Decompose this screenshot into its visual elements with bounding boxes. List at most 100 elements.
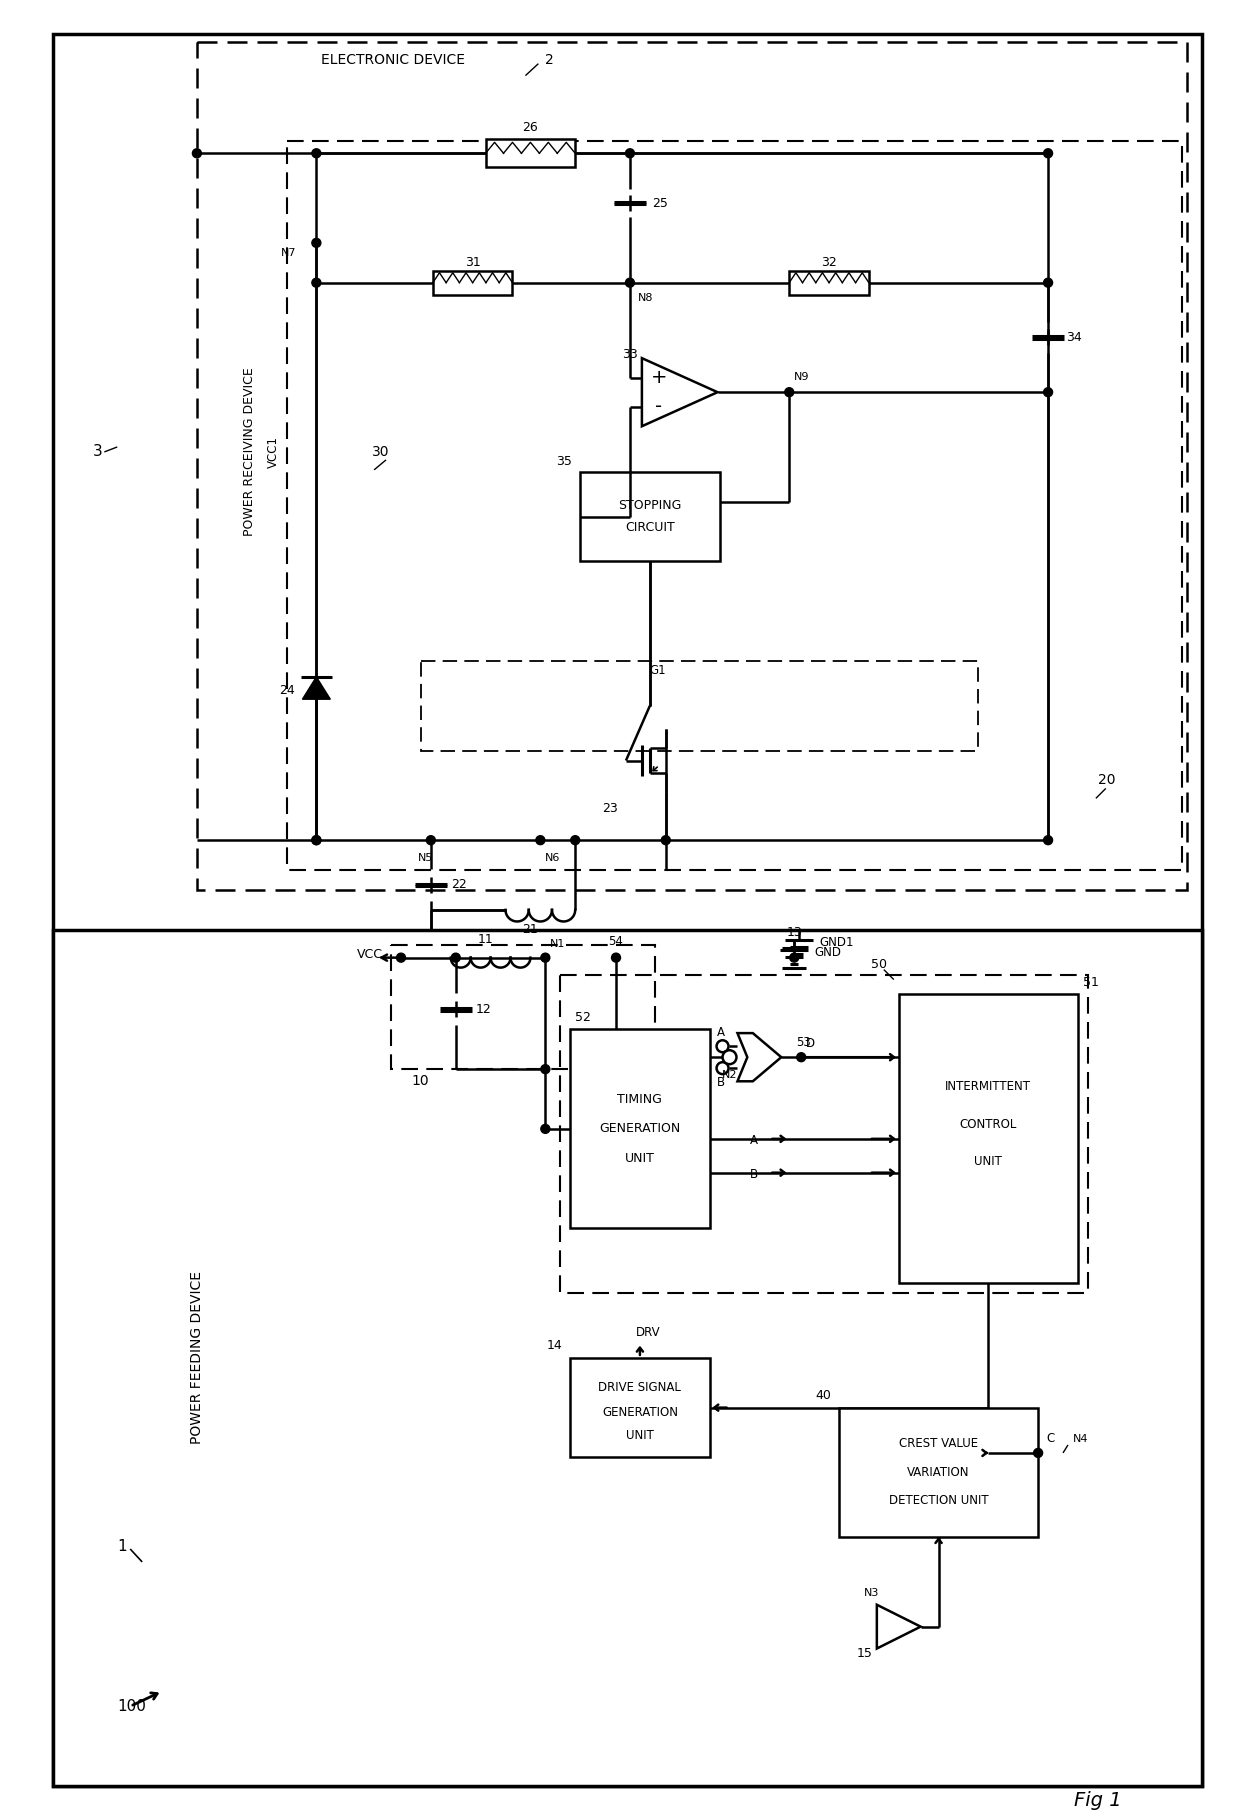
Text: CONTROL: CONTROL: [960, 1117, 1017, 1130]
Text: 52: 52: [575, 1010, 591, 1023]
Circle shape: [312, 238, 321, 247]
Polygon shape: [303, 678, 330, 700]
Text: G1: G1: [650, 665, 666, 678]
Text: 21: 21: [522, 923, 538, 936]
Bar: [486, 140, 575, 167]
Text: 33: 33: [622, 347, 637, 362]
Text: UNIT: UNIT: [626, 1428, 653, 1443]
Bar: [286, 142, 1183, 870]
Text: N5: N5: [418, 854, 434, 863]
Bar: [580, 472, 719, 561]
Text: N9: N9: [794, 372, 810, 382]
Text: 2: 2: [546, 53, 554, 67]
Text: 53: 53: [796, 1036, 811, 1048]
Text: 13: 13: [786, 927, 802, 939]
Text: VCC1: VCC1: [267, 436, 280, 469]
Bar: [197, 42, 1188, 890]
Text: N8: N8: [637, 293, 653, 303]
Text: B: B: [717, 1076, 724, 1088]
Text: 35: 35: [557, 456, 572, 469]
Circle shape: [570, 836, 579, 845]
Circle shape: [312, 278, 321, 287]
Text: DRV: DRV: [636, 1326, 660, 1339]
Circle shape: [1044, 278, 1053, 287]
Bar: [433, 271, 512, 294]
Circle shape: [723, 1050, 737, 1065]
Text: 22: 22: [451, 878, 466, 892]
Circle shape: [1044, 149, 1053, 158]
Circle shape: [541, 1125, 549, 1134]
Circle shape: [312, 836, 321, 845]
Text: N7: N7: [281, 247, 296, 258]
Text: A: A: [749, 1134, 758, 1147]
Circle shape: [541, 954, 549, 963]
Bar: [570, 1028, 709, 1228]
Text: +: +: [651, 369, 667, 387]
Text: 24: 24: [279, 685, 294, 698]
Text: 26: 26: [522, 122, 538, 134]
Circle shape: [541, 1065, 549, 1074]
Text: 54: 54: [609, 936, 624, 948]
Text: 40: 40: [815, 1390, 831, 1403]
Text: D: D: [806, 1038, 815, 1050]
Circle shape: [717, 1041, 729, 1052]
Text: INTERMITTENT: INTERMITTENT: [945, 1081, 1032, 1094]
Text: 12: 12: [476, 1003, 491, 1016]
Text: 14: 14: [547, 1339, 562, 1352]
Circle shape: [427, 836, 435, 845]
Polygon shape: [877, 1604, 920, 1648]
Circle shape: [192, 149, 201, 158]
Bar: [560, 974, 1087, 1294]
Text: GENERATION: GENERATION: [601, 1406, 678, 1419]
Bar: [570, 1357, 709, 1457]
Circle shape: [625, 278, 635, 287]
Bar: [899, 994, 1078, 1283]
Bar: [420, 661, 978, 750]
Text: GENERATION: GENERATION: [599, 1123, 681, 1136]
Text: 3: 3: [93, 445, 102, 460]
Circle shape: [397, 954, 405, 963]
Text: N2: N2: [722, 1070, 738, 1079]
Bar: [839, 1408, 1038, 1537]
Text: GND: GND: [815, 947, 841, 959]
Text: N4: N4: [1073, 1434, 1089, 1445]
Text: 11: 11: [477, 934, 494, 947]
Text: 32: 32: [821, 256, 837, 269]
Text: ELECTRONIC DEVICE: ELECTRONIC DEVICE: [321, 53, 465, 67]
Text: CIRCUIT: CIRCUIT: [625, 521, 675, 534]
Text: -: -: [656, 398, 662, 416]
Text: UNIT: UNIT: [625, 1152, 655, 1165]
Bar: [391, 945, 655, 1068]
Text: STOPPING: STOPPING: [619, 500, 682, 512]
Text: N3: N3: [864, 1588, 879, 1597]
Circle shape: [661, 836, 671, 845]
Text: GND1: GND1: [820, 936, 853, 948]
Text: POWER RECEIVING DEVICE: POWER RECEIVING DEVICE: [243, 367, 257, 536]
Text: B: B: [749, 1168, 758, 1181]
Text: POWER FEEDING DEVICE: POWER FEEDING DEVICE: [190, 1272, 203, 1445]
Text: 31: 31: [465, 256, 481, 269]
Text: 10: 10: [410, 1074, 429, 1088]
Bar: [52, 930, 1203, 1786]
Circle shape: [717, 1063, 729, 1074]
Text: 15: 15: [857, 1646, 873, 1661]
Circle shape: [536, 836, 544, 845]
Circle shape: [451, 954, 460, 963]
Text: CREST VALUE: CREST VALUE: [899, 1437, 978, 1450]
Text: 1: 1: [118, 1539, 126, 1555]
Text: 30: 30: [372, 445, 389, 460]
Polygon shape: [642, 358, 718, 427]
Text: VARIATION: VARIATION: [908, 1466, 970, 1479]
Text: N6: N6: [546, 854, 560, 863]
Circle shape: [790, 954, 799, 963]
Text: N1: N1: [551, 939, 565, 948]
Circle shape: [312, 836, 321, 845]
Text: A: A: [717, 1027, 724, 1039]
Circle shape: [611, 954, 620, 963]
Circle shape: [1044, 387, 1053, 396]
Circle shape: [625, 149, 635, 158]
Text: UNIT: UNIT: [975, 1156, 1002, 1168]
Circle shape: [785, 387, 794, 396]
Text: TIMING: TIMING: [618, 1092, 662, 1105]
Bar: [789, 271, 869, 294]
